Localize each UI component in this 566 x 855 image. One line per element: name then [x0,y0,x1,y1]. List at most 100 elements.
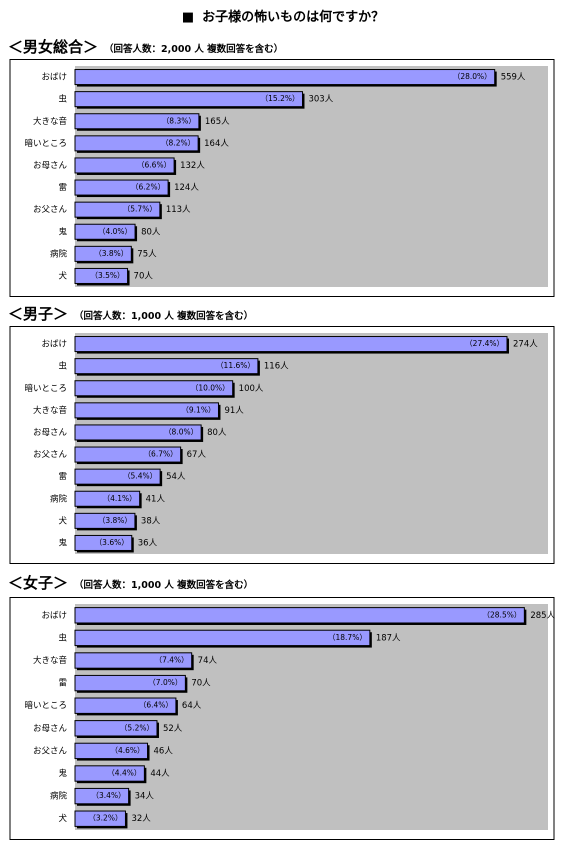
category-label: お父さん [33,746,68,756]
category-label: 病院 [50,248,68,259]
bar [74,223,136,240]
section-title-all: ＜男女総合＞ （回答人数：2,000 人 複数回答を含む） [8,36,283,57]
count-label: 116人 [264,362,289,372]
category-label: おばけ [41,611,67,621]
bar [74,742,149,760]
count-label: 80人 [141,227,161,237]
count-label: 36人 [138,538,158,548]
category-label: 雷 [58,183,67,193]
title-bullet: ■ [181,10,195,25]
category-label: 虫 [58,632,67,643]
count-label: 164人 [204,139,229,149]
category-label: 虫 [58,94,67,105]
bar [74,113,200,130]
section-title-girls: ＜女子＞ （回答人数：1,000 人 複数回答を含む） [8,572,253,593]
percent-label: （3.4%） [92,791,126,800]
percent-label: （4.6%） [110,746,144,755]
percent-label: （3.8%） [98,516,132,525]
category-label: 病院 [50,493,68,504]
bar [74,446,182,463]
count-label: 38人 [141,516,161,526]
percent-label: （3.5%） [90,271,124,280]
count-label: 165人 [205,117,230,127]
percent-label: （15.2%） [261,94,300,103]
count-label: 132人 [180,161,205,171]
percent-label: （4.1%） [103,494,137,503]
count-label: 34人 [135,792,155,802]
percent-label: （6.6%） [137,160,171,169]
count-label: 67人 [187,450,207,460]
title-text: お子様の怖いものは何ですか？ [202,10,385,25]
bar [74,91,303,108]
percent-label: （11.6%） [216,361,255,370]
count-label: 75人 [137,249,157,259]
count-label: 285人 [530,611,555,621]
category-label: おばけ [41,340,67,350]
bar [74,245,132,262]
percent-label: （5.7%） [123,205,157,214]
bar [74,267,129,284]
section-title-boys: ＜男子＞ （回答人数：1,000 人 複数回答を含む） [8,303,253,324]
count-label: 274人 [513,340,538,350]
percent-label: （5.4%） [123,472,157,481]
bar [74,490,141,507]
bar [74,157,175,174]
bar [74,380,234,397]
count-label: 559人 [501,73,526,83]
percent-label: （18.7%） [328,633,367,642]
percent-label: （3.2%） [88,814,122,823]
count-label: 41人 [146,494,166,504]
category-label: 犬 [58,515,67,526]
bar [74,697,177,714]
category-label: 雷 [58,472,67,482]
count-label: 70人 [134,271,154,281]
chart-title: ＜女子＞ [8,574,69,592]
count-label: 91人 [224,406,244,416]
percent-label: （7.0%） [148,678,182,687]
category-label: 鬼 [58,768,67,779]
bar [74,765,145,782]
category-label: お母さん [33,428,68,438]
count-label: 303人 [308,95,333,105]
category-label: 病院 [50,791,68,802]
bar [74,358,259,375]
category-label: 暗いところ [24,138,67,149]
category-label: 大きな音 [33,116,68,127]
count-label: 52人 [163,724,183,734]
bar [74,336,508,353]
chart-title: ＜男子＞ [8,305,69,323]
bar [74,787,130,805]
count-label: 44人 [150,769,170,779]
chart-subtitle: （回答人数：1,000 人 複数回答を含む） [74,580,254,591]
percent-label: （8.2%） [161,138,195,147]
bar [74,810,126,827]
chart-subtitle: （回答人数：1,000 人 複数回答を含む） [74,311,254,322]
bar [74,512,136,529]
percent-label: （6.4%） [139,701,173,710]
category-label: お母さん [33,161,68,171]
percent-label: （4.4%） [107,769,141,778]
percent-label: （8.0%） [164,427,198,436]
bar [74,468,161,485]
count-label: 100人 [239,384,264,394]
category-label: 犬 [58,270,67,281]
percent-label: （9.1%） [181,405,215,414]
percent-label: （7.4%） [155,656,189,665]
percent-label: （10.0%） [191,383,230,392]
bar [74,402,219,419]
count-label: 74人 [198,656,218,666]
page-title: ■ お子様の怖いものは何ですか？ [0,6,566,25]
percent-label: （28.5%） [483,610,522,619]
percent-label: （3.6%） [95,538,129,547]
count-label: 113人 [166,205,191,215]
category-label: お父さん [33,450,68,460]
bar [74,652,193,669]
category-label: お母さん [33,724,68,734]
percent-label: （27.4%） [465,339,504,348]
percent-label: （4.0%） [98,227,132,236]
bar [74,201,161,218]
percent-label: （28.0%） [453,72,492,81]
